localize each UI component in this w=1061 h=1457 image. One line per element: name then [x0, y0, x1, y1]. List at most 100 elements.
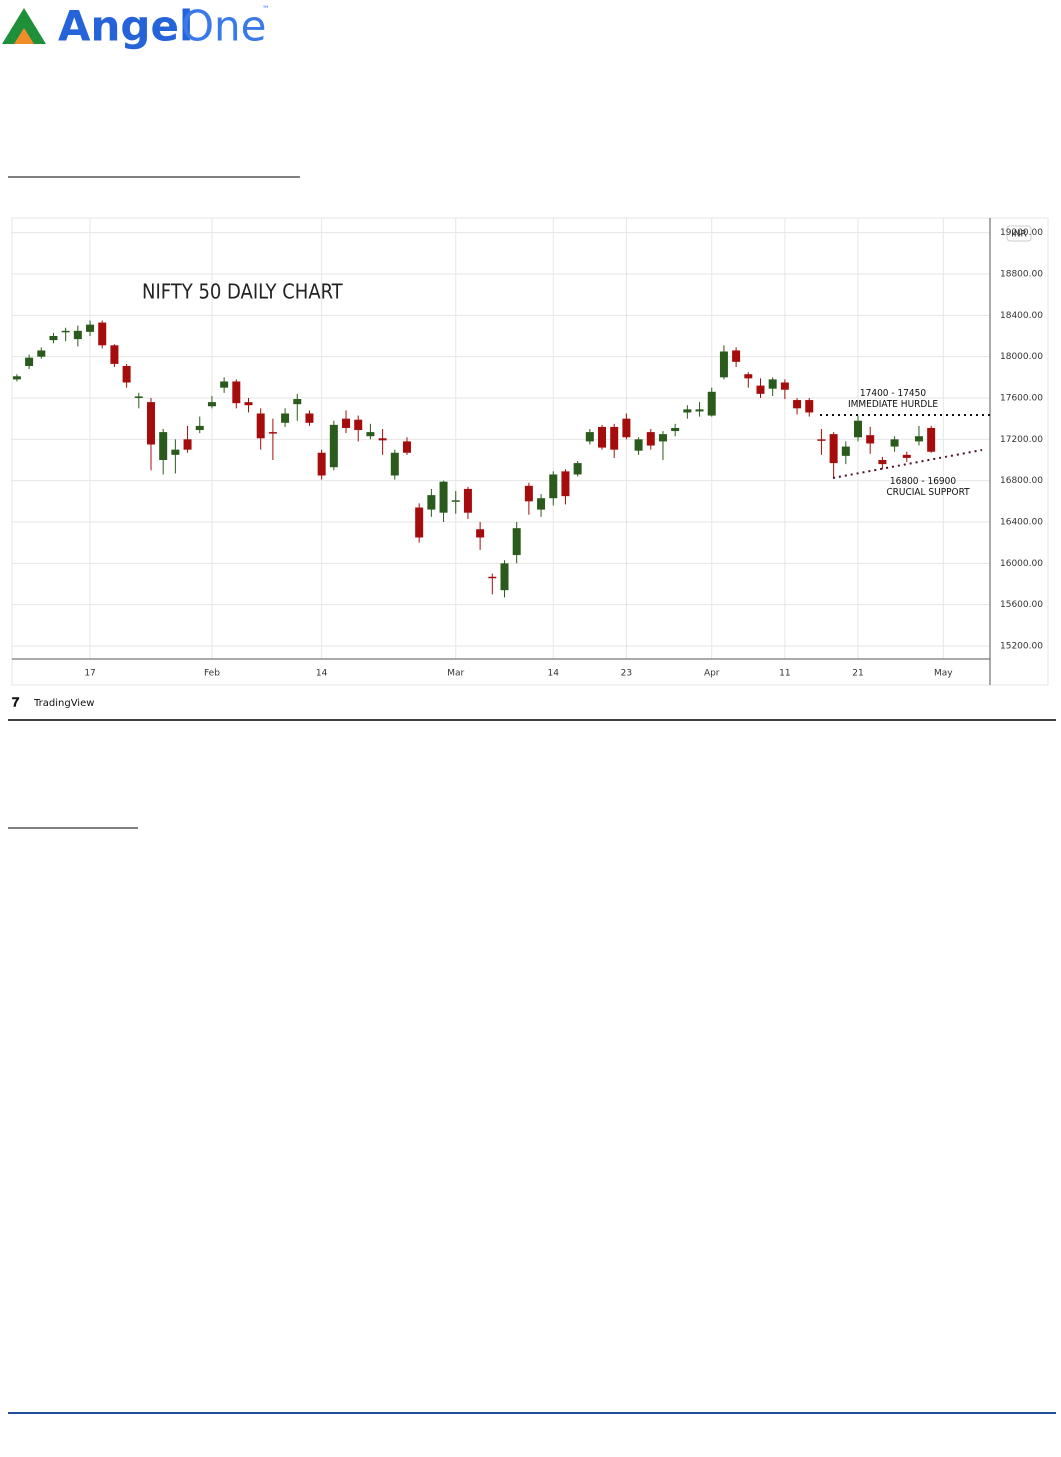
candle-body — [817, 439, 826, 441]
candle-body — [488, 576, 497, 579]
chart-frame — [11, 217, 1049, 686]
candle-body — [390, 452, 399, 476]
candle-body — [159, 432, 168, 460]
currency-badge — [1006, 225, 1032, 242]
candle-body — [329, 424, 338, 468]
candle-body — [415, 507, 424, 538]
candle-body — [366, 432, 375, 437]
candle-body — [439, 481, 448, 513]
candle-body — [914, 436, 923, 442]
candle-body — [537, 498, 546, 510]
logo-icon — [2, 8, 46, 44]
logo-mark: ™ — [262, 5, 270, 14]
candle-body — [293, 399, 302, 405]
source-icon: 𝟕 — [12, 696, 20, 711]
x-tick-label: 14 — [548, 669, 560, 679]
candle-body — [463, 488, 472, 513]
candle-body — [927, 427, 936, 452]
candle-body — [342, 418, 351, 428]
candle-body — [561, 471, 570, 497]
candle-body — [500, 563, 509, 591]
logo-accent: One — [181, 2, 267, 51]
candle-body — [793, 400, 802, 409]
candle-body — [768, 379, 777, 389]
candle-body — [268, 432, 277, 434]
x-tick-label: May — [934, 669, 953, 679]
annotation: 17400 - 17450 — [860, 388, 926, 399]
candle-body — [805, 400, 814, 413]
x-tick-label: 21 — [852, 669, 863, 679]
x-tick-label: 17 — [84, 669, 95, 679]
candle-body — [244, 402, 253, 406]
candle-body — [195, 425, 204, 431]
candle-body — [12, 376, 21, 380]
candle-body — [902, 454, 911, 458]
candle-body — [171, 449, 180, 455]
candle-body — [86, 324, 95, 332]
x-tick-label: Apr — [704, 669, 720, 679]
candle-body — [744, 374, 753, 379]
candle-body — [890, 439, 899, 447]
currency: INR — [1011, 230, 1027, 240]
y-tick-label: 15200.00 — [1000, 641, 1043, 651]
candle-body — [476, 529, 485, 538]
candle-body — [256, 413, 265, 439]
candle-body — [281, 413, 290, 423]
candle-body — [61, 330, 70, 333]
y-tick-label: 18400.00 — [1000, 311, 1043, 321]
x-tick-label: 23 — [621, 669, 632, 679]
candle-body — [305, 413, 314, 423]
candle-body — [49, 335, 58, 341]
support-line — [832, 449, 983, 479]
candle-body — [98, 322, 107, 346]
candle-body — [719, 351, 728, 378]
candle-body — [110, 345, 119, 364]
candle-body — [695, 409, 704, 412]
candle-body — [634, 439, 643, 451]
candle-body — [451, 500, 460, 502]
y-tick-label: 18000.00 — [1000, 352, 1043, 362]
candle-body — [207, 402, 216, 407]
logo-icon-inner — [14, 28, 34, 44]
candle-body — [585, 432, 594, 442]
candle-body — [402, 441, 411, 453]
y-tick-label: 16400.00 — [1000, 517, 1043, 527]
candle-body — [756, 385, 765, 394]
y-tick-label: 19200.00 — [1000, 228, 1043, 238]
annotation: CRUCIAL SUPPORT — [886, 487, 970, 498]
candle-body — [122, 365, 131, 383]
y-tick-label: 17200.00 — [1000, 435, 1043, 445]
candle-body — [732, 350, 741, 362]
x-tick-label: 11 — [779, 669, 790, 679]
candle-body — [232, 381, 241, 404]
candle-body — [183, 439, 192, 450]
x-tick-label: Feb — [204, 669, 220, 679]
y-tick-label: 16000.00 — [1000, 559, 1043, 569]
plot — [12, 218, 990, 659]
y-tick-label: 16800.00 — [1000, 476, 1043, 486]
candle-body — [854, 420, 863, 438]
candle-body — [646, 432, 655, 446]
candle-body — [512, 528, 521, 556]
y-tick-label: 17600.00 — [1000, 393, 1043, 403]
candle-body — [866, 435, 875, 444]
candle-body — [598, 426, 607, 448]
candle-body — [25, 357, 34, 366]
candle-body — [878, 459, 887, 465]
candle-body — [220, 381, 229, 388]
candle-body — [146, 402, 155, 445]
candle-body — [37, 350, 46, 357]
candle-body — [427, 495, 436, 510]
candle-body — [610, 426, 619, 450]
chart-title: NIFTY 50 DAILY CHART — [142, 280, 344, 304]
candle-body — [683, 409, 692, 413]
candle-body — [317, 452, 326, 476]
x-tick-label: 14 — [316, 669, 328, 679]
logo: Angel One ™ — [2, 2, 270, 51]
candle-body — [841, 446, 850, 456]
candle-body — [622, 418, 631, 438]
candle-body — [524, 485, 533, 502]
candle-body — [354, 419, 363, 431]
candle-body — [658, 434, 667, 442]
